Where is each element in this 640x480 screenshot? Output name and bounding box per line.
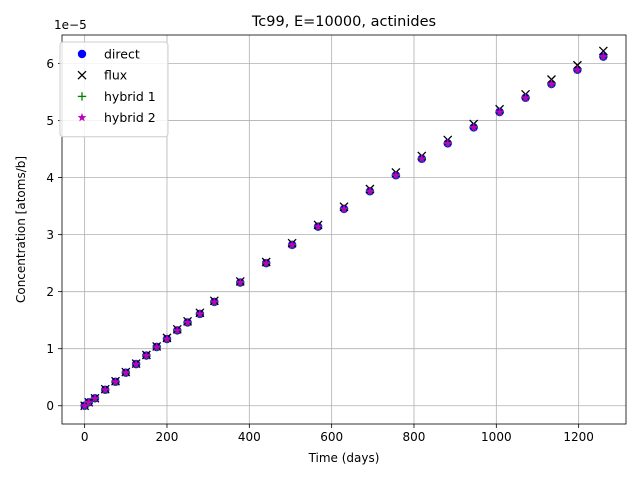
data-point — [261, 258, 271, 267]
data-point — [235, 277, 245, 287]
data-point — [521, 93, 530, 102]
data-point — [495, 107, 504, 116]
data-point — [162, 334, 172, 343]
x-tick-label: 800 — [403, 430, 426, 444]
data-point — [183, 317, 192, 327]
legend-entry: flux — [77, 68, 127, 83]
data-point — [443, 138, 453, 148]
x-tick-label: 600 — [320, 430, 343, 444]
y-tick-label: 0 — [46, 399, 54, 413]
y-tick-label: 5 — [46, 114, 54, 128]
y-tick-label: 4 — [46, 171, 54, 185]
x-axis-label: Time (days) — [308, 451, 380, 465]
y-tick-label: 3 — [46, 228, 54, 242]
data-point — [547, 79, 556, 88]
data-point — [172, 325, 182, 335]
legend-label: hybrid 1 — [104, 89, 156, 104]
legend-marker — [77, 113, 87, 122]
y-tick-label: 1 — [46, 342, 54, 356]
data-point — [365, 186, 375, 196]
plot-frame — [61, 34, 627, 425]
data-point — [469, 122, 479, 132]
data-point — [209, 297, 219, 306]
legend-marker — [77, 49, 87, 59]
legend: direct flux hybrid 1 hybrid 2 — [59, 41, 169, 138]
x-tick-label: 1000 — [481, 430, 512, 444]
data-point — [287, 240, 297, 249]
data-point — [313, 222, 323, 231]
legend-label: flux — [104, 68, 127, 83]
y-tick-label: 6 — [46, 57, 54, 71]
data-point — [573, 65, 582, 74]
legend-label: direct — [104, 47, 140, 62]
x-tick-label: 400 — [238, 430, 261, 444]
x-tick-label: 0 — [81, 430, 89, 444]
data-point — [131, 359, 141, 368]
data-point — [90, 393, 100, 403]
data-point — [417, 154, 427, 163]
data-point — [598, 52, 608, 61]
data-point — [80, 401, 90, 410]
data-point — [100, 385, 110, 394]
legend-marker — [77, 92, 87, 101]
x-tick-label: 1200 — [563, 430, 594, 444]
legend-entry: hybrid 1 — [77, 89, 156, 104]
legend-entry: direct — [77, 47, 140, 62]
y-tick-label: 2 — [46, 285, 54, 299]
data-point — [598, 46, 608, 56]
data-point — [111, 377, 120, 386]
chart-title: Tc99, E=10000, actinides — [251, 14, 436, 30]
x-axis-ticks: 0 200 400 600 800 1000 1200 — [81, 424, 594, 444]
data-point — [142, 350, 151, 360]
data-point — [195, 309, 205, 318]
legend-label: hybrid 2 — [104, 110, 156, 125]
x-tick-label: 200 — [156, 430, 179, 444]
data-point — [339, 204, 349, 213]
legend-marker — [77, 70, 87, 80]
data-point — [84, 397, 94, 407]
legend-box — [59, 41, 169, 138]
data-point — [152, 342, 162, 351]
series-hybrid-2 — [80, 52, 608, 410]
y-axis-offset-label: 1e−5 — [54, 18, 87, 32]
data-point — [391, 170, 401, 180]
data-point — [121, 368, 131, 377]
series-layer — [80, 46, 608, 411]
y-axis-label: Concentration [atoms/b] — [14, 156, 28, 303]
legend-entry: hybrid 2 — [77, 110, 156, 125]
